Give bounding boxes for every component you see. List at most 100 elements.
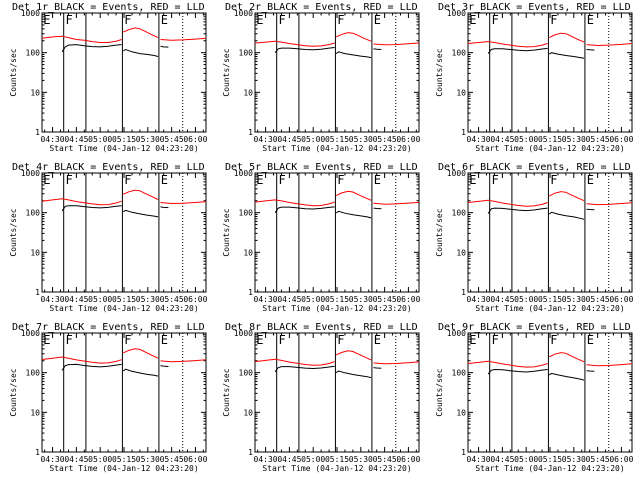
segment-label: E [256, 13, 263, 27]
y-axis-label: Counts/sec [9, 48, 18, 96]
series-line-events [548, 211, 585, 220]
segment-label: F [337, 333, 344, 347]
segment-label: E [374, 13, 381, 27]
y-tick-label: 1 [248, 448, 253, 457]
y-tick-label: 10 [243, 88, 253, 97]
series-line-lld [41, 198, 122, 206]
series-line-events [548, 52, 585, 59]
plot-frame [467, 172, 633, 293]
y-tick-label: 100 [452, 209, 467, 218]
segment-label: F [550, 333, 557, 347]
series-line-events [335, 210, 372, 219]
x-tick-label: 05:45 [160, 455, 184, 464]
series-line-lld [548, 352, 585, 363]
x-tick-label: 05:45 [586, 455, 610, 464]
y-axis-label: Counts/sec [9, 208, 18, 256]
plot-frame [254, 12, 420, 133]
series-line-lld [373, 201, 420, 205]
chart-panel-6r: Det 6r_BLACK = Events, RED = LLD 1 10 100 10… [435, 162, 634, 313]
y-tick-label: 10 [456, 408, 466, 417]
x-tick-label: 06:00 [183, 295, 207, 304]
x-tick-label: 04:45 [64, 135, 88, 144]
x-tick-label: 05:15 [112, 455, 136, 464]
y-axis-label: Counts/sec [222, 368, 231, 416]
segment-label: F [65, 173, 72, 187]
y-tick-label: 1 [248, 128, 253, 137]
segment-label: F [337, 173, 344, 187]
x-tick-label: 05:15 [112, 295, 136, 304]
x-tick-label: 05:00 [301, 135, 325, 144]
y-tick-label: 1000 [447, 9, 466, 18]
x-tick-label: 04:45 [490, 135, 514, 144]
series-line-events [373, 48, 382, 50]
segment-label: F [124, 333, 131, 347]
series-line-lld [467, 360, 548, 368]
y-tick-label: 10 [30, 88, 40, 97]
y-axis-label: Counts/sec [435, 48, 444, 96]
y-tick-label: 1000 [234, 329, 253, 338]
series-line-lld [254, 199, 335, 207]
x-tick-label: 05:15 [538, 455, 562, 464]
chart-panel-5r: Det 5r_BLACK = Events, RED = LLD 1 10 100 10… [222, 162, 421, 313]
chart-panel-8r: Det 8r_BLACK = Events, RED = LLD 1 10 100 10… [222, 322, 421, 473]
series-line-events [61, 205, 122, 212]
x-tick-label: 04:45 [490, 455, 514, 464]
series-line-lld [335, 32, 372, 42]
y-tick-label: 1 [461, 128, 466, 137]
segment-label: F [550, 173, 557, 187]
series-line-lld [373, 42, 420, 46]
chart-panel-1r: Det 1r_BLACK = Events, RED = LLD 1 10 100 10… [9, 2, 208, 153]
segment-label: F [337, 13, 344, 27]
series-line-events [586, 49, 595, 51]
chart-panel-3r: Det 3r_BLACK = Events, RED = LLD 1 10 100 10… [435, 2, 634, 153]
x-tick-label: 06:00 [609, 295, 633, 304]
y-tick-label: 100 [26, 209, 41, 218]
y-tick-label: 10 [30, 408, 40, 417]
y-tick-label: 10 [243, 408, 253, 417]
x-tick-label: 06:00 [396, 455, 420, 464]
chart-panel-9r: Det 9r_BLACK = Events, RED = LLD 1 10 100 10… [435, 322, 634, 473]
series-line-lld [122, 189, 159, 200]
x-tick-label: 05:15 [325, 455, 349, 464]
x-tick-label: 06:00 [183, 135, 207, 144]
x-tick-label: 04:30 [254, 135, 278, 144]
y-tick-label: 1 [461, 448, 466, 457]
x-axis-label: Start Time (04-Jan-12 04:23:20) [262, 464, 411, 473]
y-axis-label: Counts/sec [222, 208, 231, 256]
x-tick-label: 05:30 [562, 135, 586, 144]
segment-label: E [161, 173, 168, 187]
plot-frame [467, 12, 633, 133]
plot-frame [254, 172, 420, 293]
x-tick-label: 04:30 [467, 295, 491, 304]
y-axis-label: Counts/sec [9, 368, 18, 416]
panel-title: Det 7r_BLACK = Events, RED = LLD [12, 322, 205, 333]
panel-title: Det 4r_BLACK = Events, RED = LLD [12, 162, 205, 173]
y-tick-label: 1000 [234, 169, 253, 178]
y-tick-label: 1000 [447, 169, 466, 178]
x-tick-label: 05:30 [562, 455, 586, 464]
segment-label: F [124, 173, 131, 187]
x-tick-label: 05:00 [301, 295, 325, 304]
x-tick-label: 05:45 [373, 455, 397, 464]
segment-label: E [587, 333, 594, 347]
x-tick-label: 05:45 [373, 135, 397, 144]
series-line-lld [160, 201, 207, 205]
plot-frame [41, 332, 207, 453]
series-line-events [373, 207, 382, 210]
series-line-lld [467, 41, 548, 48]
segment-label: E [469, 173, 476, 187]
series-line-lld [586, 202, 633, 206]
x-axis-label: Start Time (04-Jan-12 04:23:20) [262, 144, 411, 153]
y-tick-label: 100 [26, 369, 41, 378]
x-tick-label: 05:30 [349, 135, 373, 144]
series-line-lld [373, 361, 420, 365]
panel-title: Det 3r_BLACK = Events, RED = LLD [438, 2, 631, 13]
segment-label: F [278, 13, 285, 27]
y-tick-label: 10 [456, 248, 466, 257]
x-tick-label: 04:30 [41, 295, 65, 304]
series-line-events [335, 51, 372, 59]
x-tick-label: 05:30 [349, 455, 373, 464]
segment-label: E [469, 333, 476, 347]
x-tick-label: 04:45 [490, 295, 514, 304]
x-tick-label: 05:45 [586, 295, 610, 304]
